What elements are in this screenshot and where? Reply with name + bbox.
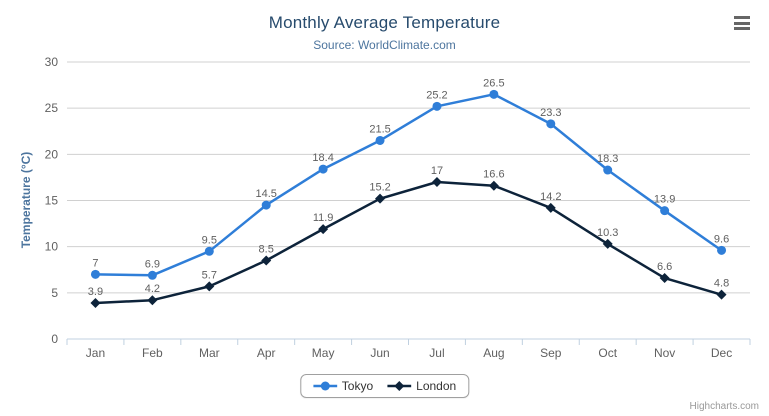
x-axis-label: Apr (257, 346, 276, 360)
y-axis-label: 10 (45, 240, 59, 254)
hamburger-bar (734, 21, 750, 25)
chart-title: Monthly Average Temperature (268, 13, 501, 32)
point-tokyo-mar[interactable] (204, 246, 214, 256)
hamburger-bar (734, 16, 750, 19)
point-london-dec[interactable] (716, 289, 727, 300)
x-axis-label: Jun (370, 346, 389, 360)
x-axis-label: Jan (86, 346, 105, 360)
series-line-london[interactable] (95, 180, 722, 305)
data-label: 7 (92, 257, 98, 269)
data-label: 18.4 (312, 152, 333, 164)
point-tokyo-sep[interactable] (546, 119, 556, 129)
data-label: 26.5 (483, 77, 504, 89)
point-tokyo-apr[interactable] (261, 200, 271, 210)
point-tokyo-aug[interactable] (489, 89, 499, 99)
x-axis-label: May (312, 346, 335, 360)
point-tokyo-may[interactable] (318, 164, 328, 174)
hamburger-bar (734, 27, 750, 30)
diamond-marker-icon (387, 381, 412, 391)
data-label: 17 (431, 165, 443, 177)
y-axis-label: 5 (51, 286, 58, 300)
point-tokyo-jan[interactable] (90, 269, 100, 279)
legend-label: London (416, 379, 457, 393)
point-london-oct[interactable] (602, 238, 613, 249)
data-label: 15.2 (369, 182, 390, 194)
legend-item-tokyo[interactable]: Tokyo (312, 379, 374, 393)
data-label: 21.5 (369, 123, 390, 135)
data-label: 25.2 (426, 89, 447, 101)
data-label: 16.6 (483, 169, 504, 181)
point-tokyo-dec[interactable] (717, 245, 727, 255)
data-label: 9.5 (202, 234, 217, 246)
legend: Tokyo London (299, 374, 470, 398)
x-axis-label: Mar (199, 346, 220, 360)
data-label: 4.8 (714, 278, 729, 290)
circle-marker-icon (312, 381, 337, 391)
y-axis-label: 20 (45, 147, 59, 161)
data-label: 3.9 (88, 286, 103, 298)
data-label: 6.9 (145, 258, 160, 270)
x-axis-label: Feb (142, 346, 163, 360)
y-axis-label: 25 (45, 101, 59, 115)
data-label: 13.9 (654, 194, 675, 206)
x-axis-label: Aug (483, 346, 504, 360)
point-tokyo-nov[interactable] (660, 206, 670, 216)
data-label: 14.5 (255, 188, 276, 200)
data-label: 23.3 (540, 107, 561, 119)
data-label: 5.7 (202, 269, 217, 281)
hamburger-menu-icon[interactable] (732, 14, 754, 32)
legend-label: Tokyo (341, 379, 374, 393)
point-tokyo-oct[interactable] (603, 165, 613, 175)
point-london-jun[interactable] (375, 193, 386, 204)
point-london-may[interactable] (318, 224, 329, 235)
series-line-tokyo[interactable] (95, 93, 723, 277)
point-london-sep[interactable] (545, 202, 556, 213)
point-london-nov[interactable] (659, 273, 670, 284)
data-label: 8.5 (259, 244, 274, 256)
data-label: 11.9 (313, 212, 334, 224)
y-axis-label: 30 (45, 55, 59, 69)
data-label: 14.2 (540, 191, 561, 203)
chart-subtitle: Source: WorldClimate.com (313, 38, 456, 52)
highcharts-credits-link[interactable]: Highcharts.com (689, 401, 759, 412)
data-label: 18.3 (597, 153, 618, 165)
point-london-feb[interactable] (147, 295, 158, 306)
x-axis-label: Sep (540, 346, 562, 360)
x-axis-label: Nov (654, 346, 675, 360)
legend-item-london[interactable]: London (387, 379, 456, 393)
point-london-mar[interactable] (204, 281, 215, 292)
data-label: 6.6 (657, 261, 672, 273)
point-tokyo-feb[interactable] (147, 270, 157, 280)
y-axis-label: 15 (45, 194, 59, 208)
y-axis-label: 0 (51, 332, 58, 346)
data-label: 10.3 (597, 227, 618, 239)
data-label: 4.2 (145, 283, 160, 295)
point-london-aug[interactable] (488, 180, 499, 191)
x-axis-label: Jul (429, 346, 444, 360)
x-axis-label: Oct (598, 346, 617, 360)
data-label: 9.6 (714, 233, 729, 245)
point-london-apr[interactable] (261, 255, 272, 266)
point-london-jan[interactable] (90, 297, 101, 308)
x-axis-label: Dec (711, 346, 732, 360)
point-tokyo-jul[interactable] (432, 101, 442, 111)
point-tokyo-jun[interactable] (375, 135, 385, 145)
point-london-jul[interactable] (431, 177, 442, 188)
